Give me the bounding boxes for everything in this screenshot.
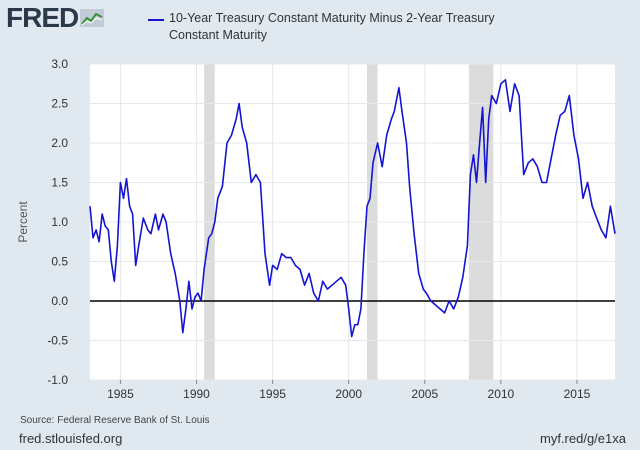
- x-tick-label: 2005: [411, 387, 438, 401]
- x-tick-label: 2010: [488, 387, 515, 401]
- x-tick-label: 1990: [183, 387, 210, 401]
- y-tick-label: 0.5: [51, 255, 68, 269]
- source-note: Source: Federal Reserve Bank of St. Loui…: [20, 415, 210, 426]
- chart-header: FRED 10-Year Treasury Constant Maturity …: [0, 0, 640, 60]
- y-axis-label: Percent: [16, 201, 30, 243]
- y-tick-label: 0.0: [51, 294, 68, 308]
- x-tick-label: 2015: [564, 387, 591, 401]
- y-tick-label: 1.0: [51, 215, 68, 229]
- y-tick-label: 1.5: [51, 176, 68, 190]
- x-tick-label: 2000: [335, 387, 362, 401]
- y-tick-label: -0.5: [47, 334, 68, 348]
- fred-logo[interactable]: FRED: [6, 2, 105, 33]
- legend-series-label: 10-Year Treasury Constant Maturity Minus…: [169, 11, 495, 42]
- chart-legend: 10-Year Treasury Constant Maturity Minus…: [148, 10, 538, 44]
- short-url-link[interactable]: myf.red/g/e1xa: [540, 431, 626, 446]
- fred-wordmark: FRED: [6, 2, 79, 33]
- series-line: [89, 79, 616, 338]
- y-tick-label: 2.0: [51, 136, 68, 150]
- legend-swatch: [148, 19, 164, 21]
- line-graph-icon: [80, 9, 105, 27]
- x-tick-label: 1995: [259, 387, 286, 401]
- x-tick-label: 1985: [107, 387, 134, 401]
- y-tick-label: 3.0: [51, 57, 68, 71]
- y-tick-label: -1.0: [47, 373, 68, 387]
- fred-site-link[interactable]: fred.stlouisfed.org: [19, 431, 123, 446]
- y-tick-label: 2.5: [51, 97, 68, 111]
- line-chart: -1.0 -0.5 0.0 0.5 1.0 1.5 2.0 2.5 3.0 1985 1990 199…: [16, 57, 616, 401]
